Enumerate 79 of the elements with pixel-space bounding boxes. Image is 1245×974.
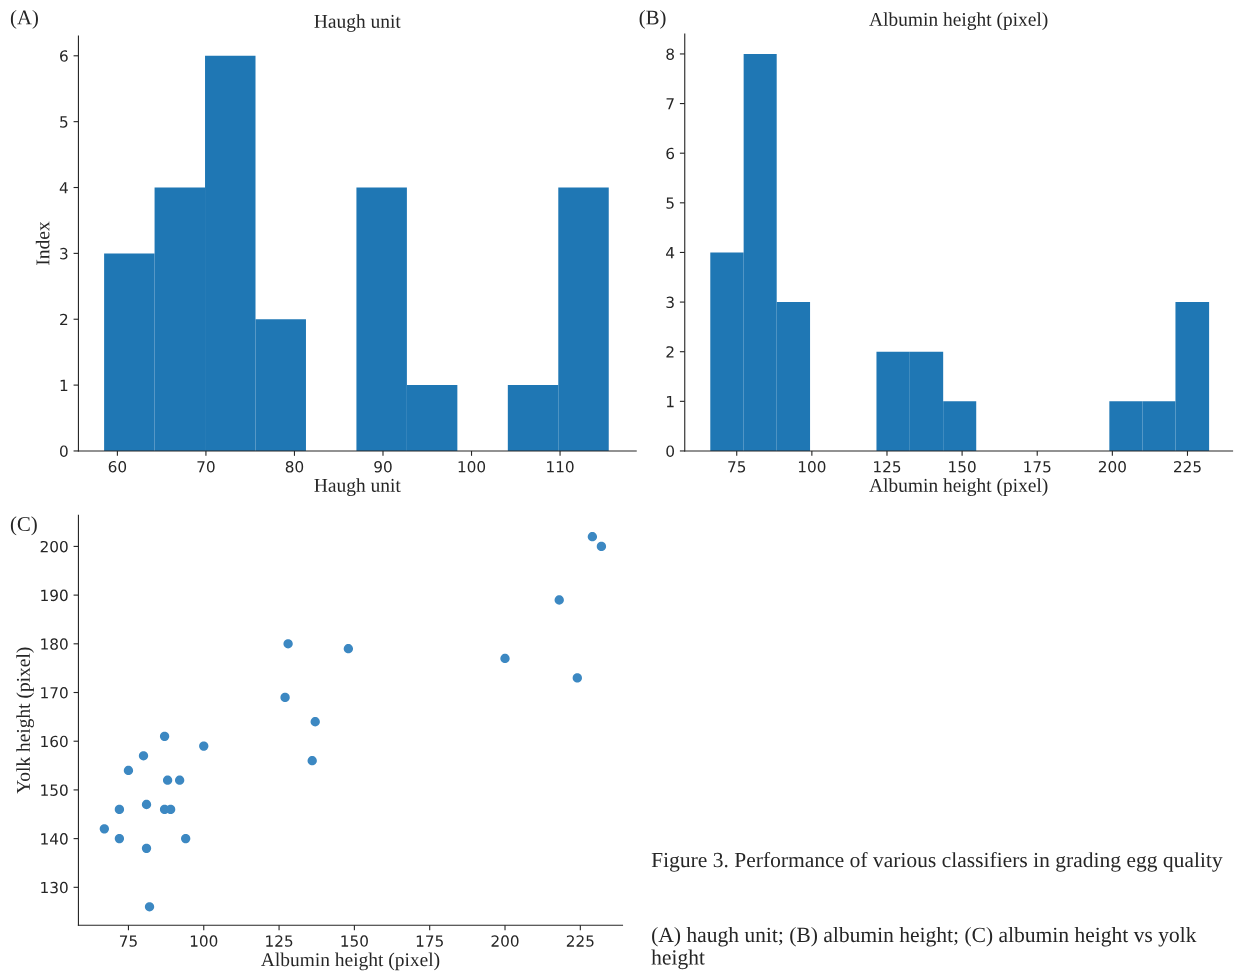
y-tick-label: 6: [60, 50, 68, 62]
x-axis-title: Haugh unit: [314, 478, 401, 496]
y-tick-label: 140: [41, 833, 68, 845]
y-tick-label: 5: [60, 116, 68, 128]
x-tick-label: 90: [374, 460, 392, 473]
x-axis-title: Albumin height (pixel): [261, 952, 440, 971]
text: (A): [10, 9, 38, 29]
y-tick-label: 2: [666, 346, 674, 358]
point: [181, 833, 191, 844]
y-tick-label: 8: [666, 48, 674, 60]
point: [114, 833, 125, 844]
x-axis-title: Albumin height (pixel): [869, 478, 1048, 496]
y-tick-label: 160: [41, 735, 68, 748]
x-tick-label: 200: [491, 935, 519, 947]
y-tick-label: 5: [666, 197, 674, 209]
point: [141, 843, 152, 854]
point: [144, 902, 155, 912]
x-tick-label: 100: [798, 460, 826, 473]
text: (A) haugh unit; (B) albumin height; (C) albumin height vs yolk height: [651, 926, 1197, 970]
y-tick-label: 3: [666, 296, 674, 309]
x-tick-label: 175: [1024, 461, 1051, 473]
point: [138, 751, 149, 761]
y-tick-label: 4: [59, 182, 68, 194]
point: [500, 653, 510, 664]
y-tick-label: 2: [60, 313, 68, 326]
y-tick-label: 4: [666, 247, 675, 259]
x-tick-label: 110: [547, 460, 574, 473]
point: [343, 644, 354, 654]
x-tick-label: 150: [341, 935, 368, 947]
text: (B): [639, 9, 666, 29]
y-tick-label: 190: [41, 589, 68, 602]
point: [310, 717, 320, 727]
y-axis-title: Yolk height (pixel): [16, 647, 34, 794]
y-axis-title: Index: [35, 221, 50, 265]
x-tick-label: 200: [1098, 460, 1126, 473]
caption: Figure 3. Performance of various classifiers in grading egg quality: [651, 851, 1223, 872]
x-tick-label: 70: [197, 460, 215, 473]
y-tick-label: 150: [41, 784, 68, 796]
x-tick-label: 60: [108, 460, 127, 473]
x-tick-label: 75: [119, 935, 137, 947]
x-tick-label: 225: [1174, 460, 1201, 473]
text: (C): [10, 516, 37, 536]
y-tick-label: 200: [40, 540, 68, 553]
point: [175, 775, 185, 785]
y-tick-label: 3: [60, 247, 68, 260]
x-tick-label: 75: [728, 461, 746, 473]
point: [587, 532, 598, 542]
x-tick-label: 225: [566, 935, 594, 947]
x-tick-label: 100: [458, 460, 486, 473]
point: [283, 639, 293, 649]
y-tick-label: 0: [60, 445, 68, 457]
point: [596, 541, 607, 552]
point: [114, 804, 125, 815]
y-tick-label: 6: [666, 147, 675, 160]
y-tick-label: 130: [41, 881, 68, 894]
y-tick-label: 7: [666, 98, 674, 110]
chart-title: Haugh unit: [314, 14, 401, 32]
point: [123, 765, 134, 776]
x-tick-label: 100: [190, 935, 218, 947]
point: [199, 741, 209, 751]
y-tick-label: 0: [666, 445, 675, 457]
x-tick-label: 125: [266, 935, 293, 947]
x-tick-label: 150: [949, 460, 976, 473]
y-tick-label: 180: [41, 638, 68, 650]
x-tick-label: 125: [874, 460, 901, 473]
y-tick-label: 170: [41, 686, 68, 699]
x-tick-label: 175: [416, 935, 443, 947]
point: [162, 775, 173, 785]
point: [280, 692, 290, 703]
point: [554, 595, 564, 605]
y-tick-label: 1: [666, 396, 674, 408]
point: [159, 731, 170, 741]
point: [307, 756, 317, 766]
point: [141, 799, 152, 810]
chart-title: Albumin height (pixel): [869, 12, 1048, 30]
point: [99, 824, 109, 834]
x-tick-label: 80: [285, 460, 304, 473]
point: [572, 673, 582, 683]
y-tick-label: 1: [60, 379, 68, 391]
